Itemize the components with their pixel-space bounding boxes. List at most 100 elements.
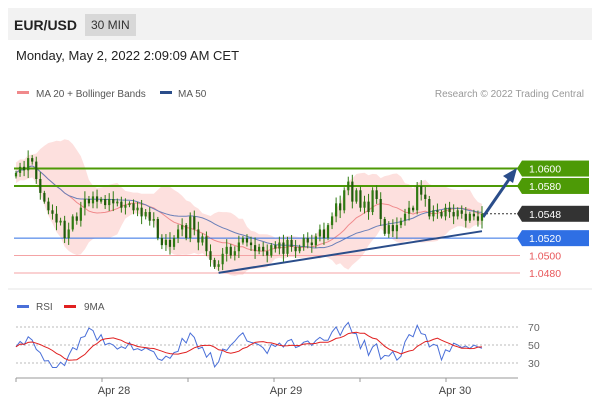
level-label-1.0600: 1.0600 xyxy=(529,164,561,176)
candle-body xyxy=(347,181,350,191)
level-badge-1.0520 xyxy=(522,230,589,247)
candle-body xyxy=(27,158,30,171)
level-badge-pointer xyxy=(517,177,522,194)
rsi-legend-label: RSI xyxy=(36,302,53,313)
rsi-ma9-line xyxy=(15,331,483,361)
support-trendline xyxy=(218,230,483,274)
timeframe-button[interactable]: 30 MIN xyxy=(85,14,136,36)
candle-body xyxy=(108,199,111,206)
candle-body xyxy=(144,212,147,217)
candle-body xyxy=(318,229,322,237)
rsi-legend-swatch xyxy=(17,305,29,308)
candle-body xyxy=(452,212,455,217)
candle-body xyxy=(128,203,131,206)
bb-legend-label: MA 20 + Bollinger Bands xyxy=(36,89,146,100)
candle-body xyxy=(59,220,62,223)
level-badge-1.0580 xyxy=(522,177,589,194)
candle-body xyxy=(209,251,212,260)
candle-body xyxy=(233,251,236,256)
candle-body xyxy=(83,199,86,208)
forecast-arrow-head xyxy=(503,168,517,183)
candle-body xyxy=(407,207,411,214)
x-tick-label: Apr 29 xyxy=(270,385,302,397)
candle-body xyxy=(55,213,58,223)
candle-body xyxy=(221,253,224,265)
candle-body xyxy=(193,216,196,230)
ma50-legend-swatch xyxy=(160,91,172,94)
candle-body xyxy=(302,238,305,247)
rsi-level-label-50: 50 xyxy=(528,340,540,352)
candle-body xyxy=(47,201,50,211)
candle-body xyxy=(124,205,127,208)
candle-body xyxy=(310,242,313,246)
candle-body xyxy=(104,199,107,206)
price-levels xyxy=(14,167,520,274)
candle-body xyxy=(420,185,423,195)
candle-body xyxy=(270,245,273,256)
candle-body xyxy=(168,239,172,247)
candle-body xyxy=(140,207,143,217)
candle-body xyxy=(253,245,257,252)
bollinger-band-fill xyxy=(16,139,482,276)
candle-body xyxy=(67,229,70,239)
candle-body xyxy=(75,216,78,221)
candle-body xyxy=(375,190,378,199)
candle-body xyxy=(39,178,42,193)
candle-body xyxy=(298,246,301,252)
candle-body xyxy=(91,196,95,204)
candle-body xyxy=(460,210,463,214)
candle-body xyxy=(335,203,338,217)
candle-body xyxy=(322,229,326,239)
header-bar: EUR/USD 30 MIN xyxy=(8,8,592,40)
candle-body xyxy=(282,242,285,254)
candle-body xyxy=(71,216,74,230)
candle-body xyxy=(290,239,293,247)
candle-body xyxy=(152,219,155,221)
candle-body xyxy=(185,225,188,239)
rsi-level-label-70: 70 xyxy=(528,322,540,334)
candle-body xyxy=(160,238,163,246)
candle-body xyxy=(176,229,180,239)
candle-body xyxy=(245,238,249,243)
level-badge-1.0600 xyxy=(522,160,589,177)
level-badge-pointer xyxy=(517,230,522,247)
candle-body xyxy=(22,166,26,171)
candle-body xyxy=(189,216,192,239)
candle-body xyxy=(464,213,467,221)
level-label-1.0520: 1.0520 xyxy=(529,233,561,245)
candle-body xyxy=(440,212,443,217)
candle-body xyxy=(181,225,184,230)
candle-body xyxy=(480,213,484,221)
candle-body xyxy=(266,251,269,256)
candle-body xyxy=(95,196,99,202)
credit-label: Research © 2022 Trading Central xyxy=(435,89,584,100)
candle-body xyxy=(241,238,245,243)
candle-body xyxy=(79,207,82,221)
level-label-1.0548: 1.0548 xyxy=(529,209,561,221)
candle-body xyxy=(306,238,309,243)
candle-body xyxy=(213,259,216,267)
candle-body xyxy=(136,207,139,211)
datetime-label: Monday, May 2, 2022 2:09:09 AM CET xyxy=(16,48,240,63)
candle-body xyxy=(367,201,370,213)
candle-body xyxy=(286,239,289,254)
candle-body xyxy=(351,181,354,202)
candle-body xyxy=(428,199,431,217)
candle-body xyxy=(201,236,204,243)
x-tick-label: Apr 30 xyxy=(439,385,471,397)
candle-body xyxy=(395,225,399,232)
candle-body xyxy=(51,210,54,214)
candle-body xyxy=(456,210,459,217)
candle-body xyxy=(172,238,176,247)
trend-lines xyxy=(218,168,517,274)
candle-body xyxy=(229,246,232,256)
candle-body xyxy=(355,190,358,202)
candle-body xyxy=(448,207,451,213)
candle-body xyxy=(476,216,480,221)
candle-body xyxy=(371,190,374,213)
candle-body xyxy=(225,246,228,254)
candle-body xyxy=(359,190,362,208)
candle-body xyxy=(294,246,297,252)
candle-body xyxy=(436,210,439,213)
